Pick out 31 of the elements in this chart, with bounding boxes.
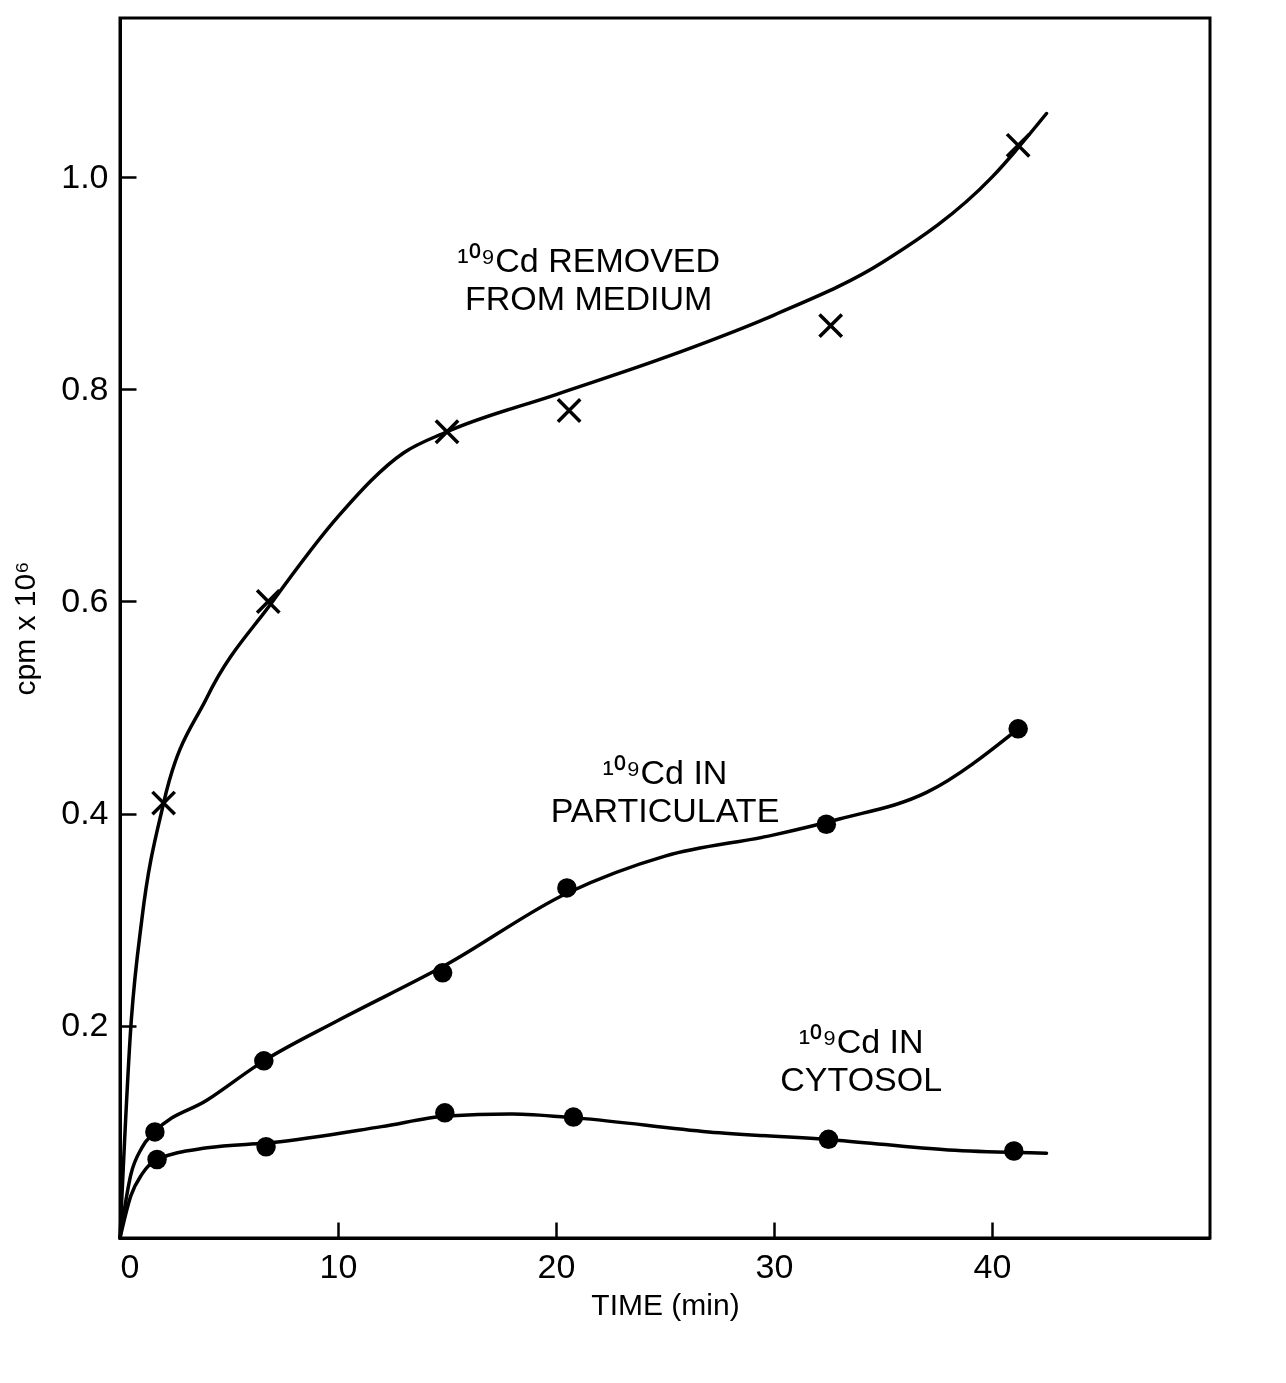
point	[432, 963, 453, 983]
point	[255, 588, 282, 615]
point	[256, 1137, 276, 1157]
point	[145, 1122, 165, 1142]
x-axis-title: TIME (min)	[591, 1287, 740, 1321]
point	[557, 878, 577, 898]
y-axis-title: cpm x 10⁶	[8, 561, 42, 696]
y-tick-label: 1.0	[61, 156, 109, 195]
point	[816, 814, 837, 834]
point	[563, 1107, 584, 1127]
point	[818, 1129, 839, 1150]
point	[435, 1103, 455, 1123]
y-tick-label: 0.8	[61, 368, 109, 407]
x-tick-label: 0	[120, 1246, 140, 1285]
annotation: ¹⁰⁹Cd REMOVED FROM MEDIUM	[457, 241, 721, 317]
point	[1008, 719, 1028, 739]
point	[147, 1149, 167, 1170]
x-tick-label: 40	[973, 1246, 1012, 1285]
annotation: ¹⁰⁹Cd IN PARTICULATE	[550, 753, 780, 830]
point	[817, 312, 844, 339]
y-tick-label: 0.4	[61, 793, 109, 832]
x-tick-label: 30	[755, 1246, 794, 1285]
point	[1005, 132, 1032, 159]
point	[1004, 1141, 1024, 1161]
y-tick-label: 0.6	[61, 580, 109, 619]
x-tick-label: 10	[319, 1246, 358, 1285]
y-tick-label: 0.2	[61, 1005, 109, 1044]
x-tick-label: 20	[537, 1246, 576, 1285]
point	[556, 397, 583, 424]
point	[254, 1051, 274, 1071]
annotation: ¹⁰⁹Cd IN CYTOSOL	[780, 1021, 943, 1098]
